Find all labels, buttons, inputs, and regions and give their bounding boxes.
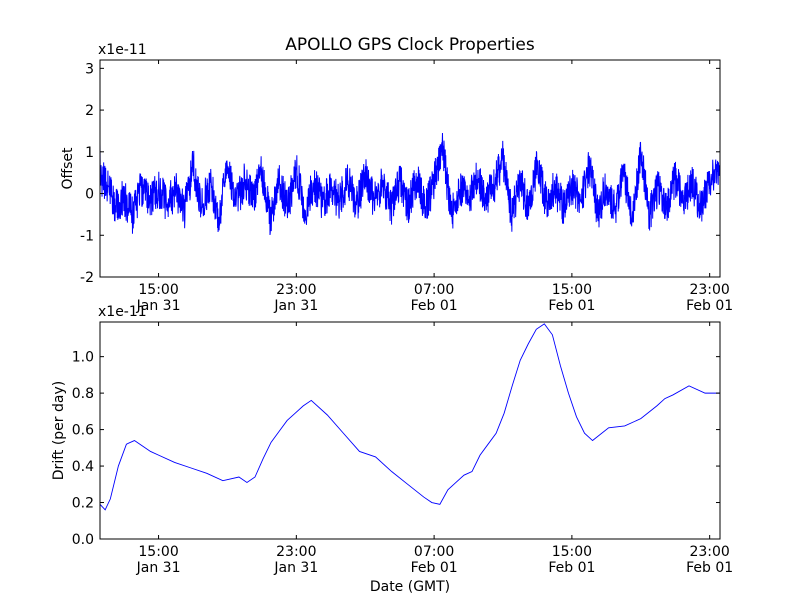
offset-series-line (100, 133, 720, 236)
x-tick-label-date: Feb 01 (548, 298, 595, 314)
x-tick-label-date: Feb 01 (686, 560, 733, 576)
x-tick-label-date: Jan 31 (273, 560, 318, 576)
y-tick-label: -2 (80, 270, 94, 286)
x-tick-label-time: 15:00 (552, 282, 592, 298)
x-tick-label-date: Feb 01 (548, 560, 595, 576)
x-tick-label-time: 23:00 (276, 282, 316, 298)
y-axis-label: Offset (60, 147, 76, 190)
x-tick-label-date: Feb 01 (411, 560, 458, 576)
x-tick-label-date: Jan 31 (273, 298, 318, 314)
x-tick-label-time: 23:00 (689, 282, 729, 298)
chart-title: APOLLO GPS Clock Properties (285, 35, 535, 55)
y-tick-label: 2 (85, 103, 94, 119)
y-tick-label: 0.2 (72, 496, 94, 512)
y-scale-label: x1e-11 (98, 42, 147, 58)
y-axis-label: Drift (per day) (51, 381, 67, 480)
drift-series-line (100, 323, 720, 511)
axes-frame (99, 321, 721, 540)
x-tick-label-date: Feb 01 (686, 298, 733, 314)
x-tick-label-time: 07:00 (414, 544, 454, 560)
y-tick-label: 0 (85, 187, 94, 203)
y-tick-label: -1 (80, 228, 94, 244)
x-axis-label: Date (GMT) (370, 579, 450, 595)
x-tick-label-time: 15:00 (552, 544, 592, 560)
y-scale-label: x1e-11 (98, 304, 147, 320)
x-tick-label-time: 15:00 (138, 282, 178, 298)
x-tick-label-date: Jan 31 (136, 298, 181, 314)
axes-frame (99, 59, 721, 278)
x-tick-label-date: Feb 01 (411, 298, 458, 314)
y-tick-label: 1.0 (72, 350, 94, 366)
x-tick-label-time: 07:00 (414, 282, 454, 298)
y-tick-label: 1 (85, 145, 94, 161)
y-tick-label: 3 (85, 61, 94, 77)
x-tick-label-date: Jan 31 (136, 560, 181, 576)
x-tick-label-time: 23:00 (276, 544, 316, 560)
y-tick-label: 0.6 (72, 423, 94, 439)
x-tick-label-time: 23:00 (689, 544, 729, 560)
x-tick-label-time: 15:00 (138, 544, 178, 560)
y-tick-label: 0.4 (72, 459, 94, 475)
y-tick-label: 0.8 (72, 386, 94, 402)
y-tick-label: 0.0 (72, 532, 94, 548)
